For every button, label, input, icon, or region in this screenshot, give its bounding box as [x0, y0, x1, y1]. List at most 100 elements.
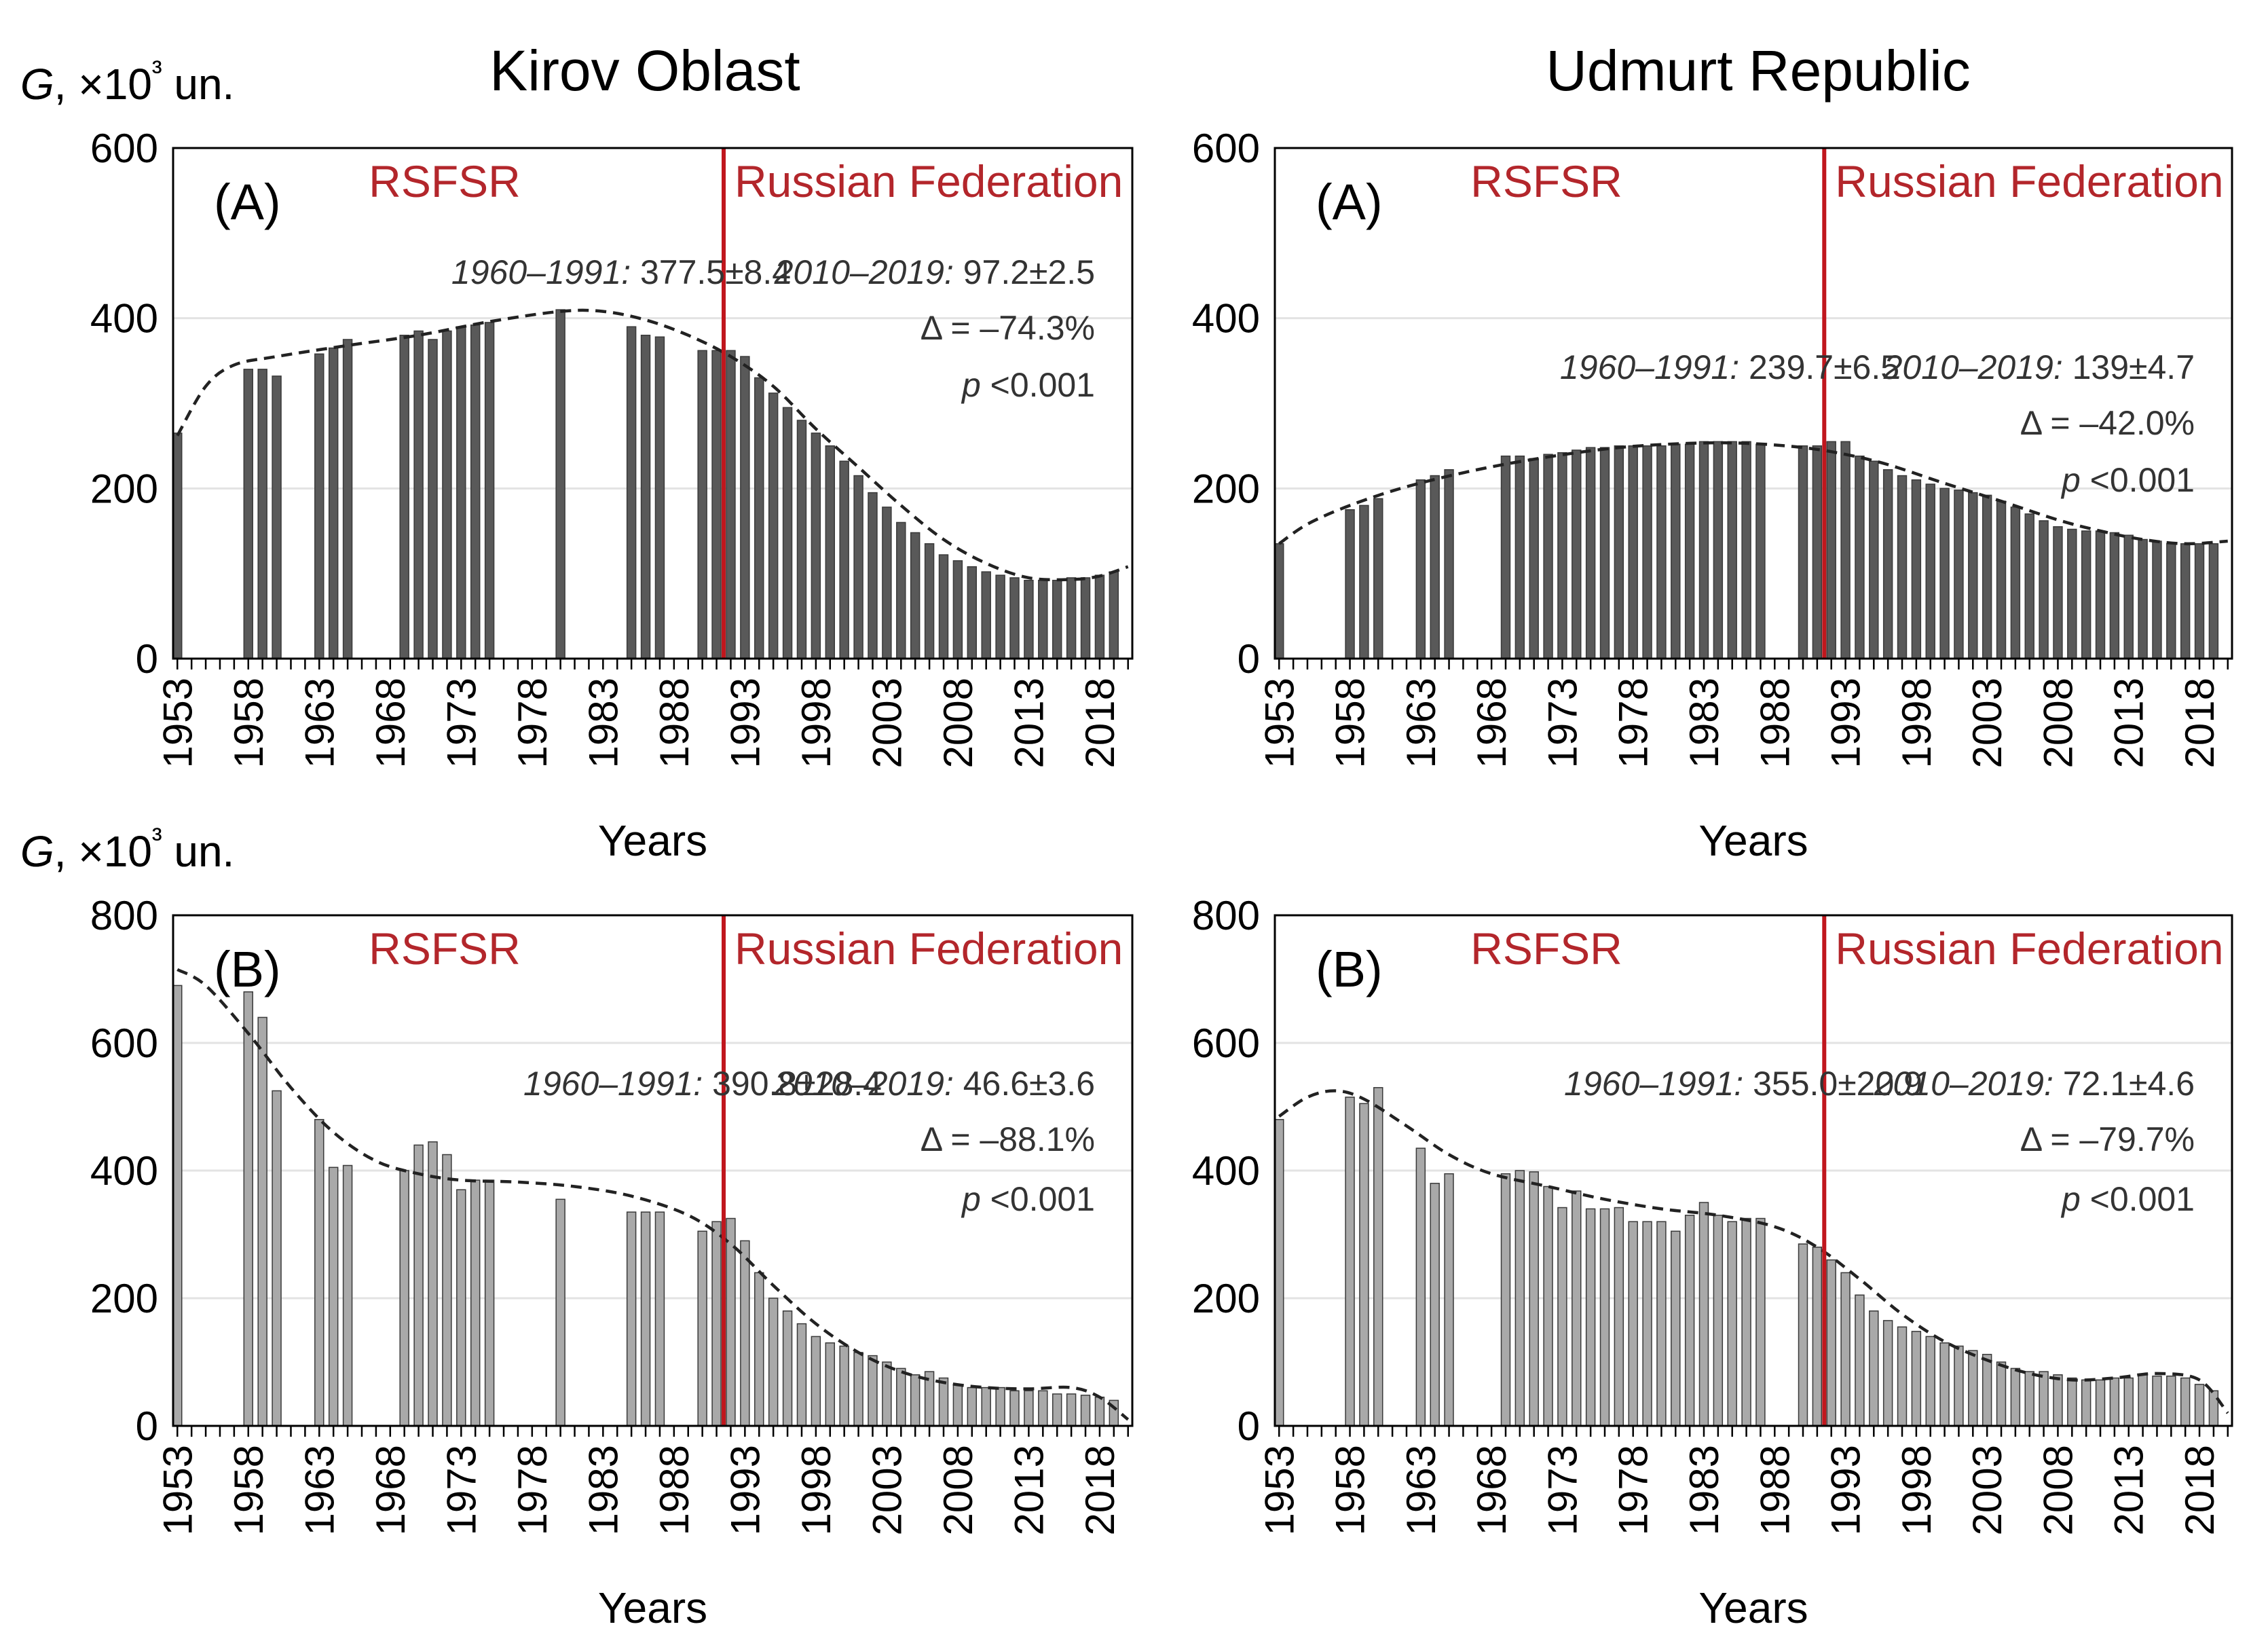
y-axis-label: G, ×10³ un.	[20, 822, 234, 876]
bar-2010	[981, 1386, 991, 1427]
bar-1986	[1741, 1217, 1751, 1427]
panel-letter: (B)	[1316, 941, 1383, 997]
y-tick-label: 800	[90, 893, 158, 938]
bar-1969	[1500, 1173, 1511, 1427]
stat-left-value: 377.5±8.4	[631, 253, 791, 291]
bar-1971	[428, 339, 438, 659]
y-axis-label: G, ×10³ un.	[20, 822, 234, 876]
bar-1964	[328, 347, 339, 659]
y-tick-label: 600	[1192, 1021, 1260, 1066]
x-tick-label: 1968	[368, 678, 413, 768]
plot-frame	[1274, 914, 2233, 1427]
bar-2014	[2138, 538, 2148, 659]
bar-1977	[1614, 445, 1624, 659]
bar-2001	[853, 475, 863, 659]
bar-1973	[456, 1189, 466, 1427]
bar-2001	[1954, 490, 1964, 659]
panel-letter: (A)	[214, 174, 281, 230]
y-tick-label: 200	[90, 1276, 158, 1321]
x-tick-label: 1988	[652, 1445, 697, 1535]
bar-2006	[2024, 1371, 2034, 1427]
stat-right: 2010–2019: 72.1±4.6	[1874, 1065, 2195, 1103]
y-axis-label-part: un.	[162, 60, 235, 109]
bar-1990	[1798, 445, 1808, 659]
bar-1953	[1274, 1119, 1284, 1427]
bar-2004	[896, 521, 906, 659]
stat-right: 2010–2019: 139±4.7	[1883, 348, 2195, 386]
bar-1953	[172, 985, 183, 1427]
x-tick-label: 1993	[722, 678, 768, 768]
y-axis-label-part: , ×10	[54, 827, 152, 876]
x-tick-label: 2003	[864, 1445, 910, 1535]
bar-1997	[796, 420, 807, 659]
stat-p-label: p	[2060, 461, 2081, 499]
bar-2011	[995, 574, 1005, 659]
bar-1958	[243, 369, 254, 659]
bar-1970	[413, 1144, 424, 1427]
bar-1993	[740, 356, 750, 659]
bar-2010	[981, 571, 991, 659]
bar-1963	[1415, 479, 1426, 659]
bar-2005	[910, 1374, 921, 1427]
column-title: Udmurt Republic	[1546, 39, 1971, 103]
bar-1999	[825, 1342, 836, 1427]
stat-left: 1960–1991: 355.0±20.9	[1564, 1065, 1922, 1103]
bar-1983	[1698, 441, 1709, 659]
x-tick-label: 1973	[1540, 1445, 1585, 1535]
bar-1958	[1345, 1097, 1355, 1427]
bar-1959	[1359, 1103, 1369, 1427]
trend-line	[1278, 441, 2228, 546]
bar-1982	[1684, 1215, 1695, 1427]
stat-p-label: p	[961, 1180, 981, 1218]
bar-2009	[2067, 528, 2077, 659]
x-tick-label: 2003	[1965, 1445, 2010, 1535]
y-axis-label-part: , ×10	[54, 60, 152, 109]
bar-1972	[1543, 1186, 1553, 1427]
bar-1985	[1727, 1221, 1737, 1427]
bar-1970	[413, 330, 424, 659]
bar-2013	[1024, 1390, 1034, 1427]
stat-delta: Δ = –42.0%	[2020, 404, 2195, 442]
bar-2006	[2024, 513, 2034, 659]
x-tick-label: 2018	[1077, 678, 1123, 768]
bar-1964	[328, 1166, 339, 1427]
y-tick-label: 200	[1192, 1276, 1260, 1321]
x-tick-label: 1958	[226, 678, 272, 768]
bar-1986	[640, 334, 651, 659]
x-axis-label: Years	[598, 816, 707, 865]
x-tick-label: 1988	[1752, 678, 1798, 768]
x-tick-label: 1968	[1469, 678, 1514, 768]
stat-left-value: 239.7±6.5	[1739, 348, 1899, 386]
bar-1973	[1557, 1207, 1567, 1427]
y-axis-label-part: , ×10	[54, 827, 152, 876]
bar-1986	[640, 1211, 651, 1427]
x-tick-label: 1968	[368, 1445, 413, 1535]
bar-1995	[1869, 1310, 1879, 1427]
stat-left-period: 1960–1991:	[451, 253, 631, 291]
stat-left-period: 1960–1991:	[1564, 1065, 1743, 1103]
x-tick-label: 1963	[1398, 678, 1444, 768]
y-tick-label: 600	[1192, 126, 1260, 171]
bar-2016	[1066, 1393, 1077, 1427]
period-label-rf: Russian Federation	[735, 923, 1123, 974]
bar-1971	[1529, 1171, 1539, 1427]
bar-2012	[2109, 1377, 2120, 1427]
x-tick-label: 1953	[1257, 678, 1302, 768]
bar-1975	[1585, 447, 1596, 659]
bar-2005	[2010, 507, 2021, 659]
bar-2002	[1968, 492, 1978, 659]
bar-1969	[1500, 455, 1511, 659]
bar-1958	[243, 991, 254, 1427]
x-axis-label: Years	[598, 1583, 707, 1632]
x-tick-label: 2008	[935, 1445, 981, 1535]
bar-2018	[1094, 574, 1105, 659]
bar-1979	[1642, 1221, 1652, 1427]
stat-delta: Δ = –79.7%	[2020, 1120, 2195, 1158]
bar-2009	[967, 566, 978, 659]
stat-left: 1960–1991: 390.8±28.4	[523, 1065, 882, 1103]
stat-right-value: 139±4.7	[2063, 348, 2195, 386]
bar-1996	[1882, 469, 1893, 659]
y-tick-label: 600	[90, 1021, 158, 1066]
bar-2016	[1066, 577, 1077, 659]
